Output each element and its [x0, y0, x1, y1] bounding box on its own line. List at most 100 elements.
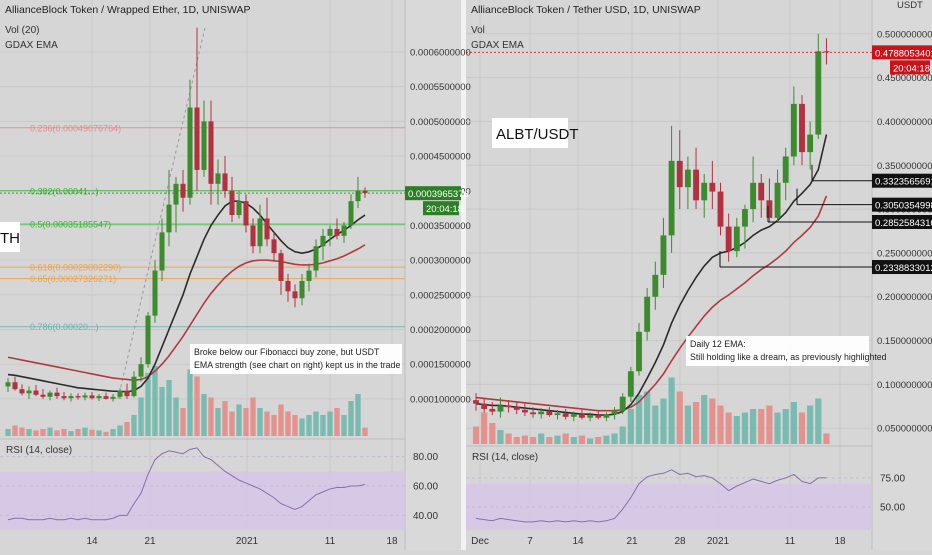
volume-bar	[124, 422, 130, 436]
volume-bar	[644, 391, 651, 444]
level-tag: 0.2338833012	[875, 263, 932, 274]
indicator-label: GDAX EMA	[5, 40, 58, 51]
y-tick-label: 0.0004500000	[410, 152, 471, 163]
candle-body	[299, 280, 305, 299]
candle-body	[61, 396, 67, 399]
candle-body	[103, 396, 109, 399]
candle-body	[530, 412, 536, 415]
side-label: TH	[0, 230, 20, 247]
x-tick-label: 14	[86, 536, 98, 547]
annotation-line-2: EMA strength (see chart on right) kept u…	[194, 360, 400, 370]
candle-body	[250, 225, 256, 247]
volume-bar	[341, 415, 347, 436]
volume-bar	[194, 376, 200, 436]
candle-body	[82, 395, 88, 398]
current-price-tag-bg	[405, 186, 461, 201]
candle-body	[362, 190, 368, 194]
x-tick-label: 21	[144, 536, 156, 547]
volume-bar	[611, 433, 618, 444]
candle-body	[278, 253, 284, 281]
candle-body	[355, 190, 361, 202]
candle-body	[774, 182, 781, 218]
volume-bar	[684, 405, 691, 444]
volume-bar	[75, 429, 81, 436]
countdown-bg	[890, 60, 930, 75]
fib-level-label: 0.5(0.00035185547)	[30, 220, 111, 230]
volume-bar	[299, 418, 305, 436]
volume-bar	[725, 412, 732, 444]
y-tick-label: 0.0001500000	[410, 360, 471, 371]
y-tick-label: 0.0005000000	[410, 117, 471, 128]
indicator-label: GDAX EMA	[471, 40, 524, 51]
volume-bar	[790, 402, 797, 444]
countdown: 20:04:18	[893, 63, 930, 74]
candle-body	[603, 414, 610, 418]
volume-bar	[159, 387, 165, 436]
volume-bar	[61, 429, 67, 436]
volume-bar	[285, 411, 291, 436]
volume-bar	[701, 395, 708, 444]
volume-bar	[306, 415, 312, 436]
volume-bar	[521, 435, 528, 444]
candle-body	[243, 201, 249, 226]
volume-bar	[709, 398, 716, 444]
candle-body	[709, 182, 716, 192]
volume-bar	[313, 411, 319, 436]
annotation-box-2	[686, 336, 869, 366]
candle-body	[660, 235, 667, 275]
candle-body	[138, 364, 144, 377]
volume-bar	[538, 433, 545, 444]
candle-body	[187, 107, 193, 198]
current-price-tag: 0.0003965376	[408, 189, 469, 200]
x-tick-label: 2021	[236, 536, 259, 547]
candle-body	[790, 103, 797, 157]
volume-bar	[26, 429, 32, 436]
candle-body	[12, 382, 18, 390]
fib-level-label: 0.786(0.00020...)	[30, 322, 99, 332]
candle-body	[194, 107, 200, 170]
volume-bar	[327, 411, 333, 436]
y-tick-label: 0.2000000000	[877, 292, 932, 303]
rsi-label: RSI (14, close)	[6, 445, 72, 456]
volume-bar	[215, 408, 221, 436]
volume-bar	[271, 415, 277, 436]
volume-bar	[766, 405, 773, 444]
volume-bar	[554, 435, 561, 444]
volume-bar	[33, 430, 39, 436]
indicator-label: Vol (20)	[5, 25, 39, 36]
volume-bar	[5, 429, 11, 436]
volume-bar	[173, 397, 179, 436]
candle-body	[579, 414, 585, 418]
y-tick-label: 0.0001000000	[410, 394, 471, 405]
y-tick-label: 0.1500000000	[877, 336, 932, 347]
ema-slow-line	[7, 244, 366, 381]
candle-body	[823, 51, 830, 53]
candle-body	[117, 390, 123, 397]
volume-bar	[103, 431, 109, 436]
candle-body	[652, 274, 659, 297]
candle-body	[348, 201, 354, 226]
x-tick-label: 21	[626, 536, 638, 547]
x-tick-label: 11	[785, 536, 796, 547]
candle-body	[750, 182, 757, 210]
ema-slow-line	[475, 195, 828, 412]
candle-body	[75, 396, 81, 398]
volume-bar	[47, 427, 53, 436]
volume-bar	[668, 377, 675, 444]
candle-body	[215, 173, 221, 184]
candle-body	[758, 182, 765, 201]
candle-body	[627, 371, 634, 397]
fib-level-label: 0.65(0.00027326271)	[30, 274, 116, 284]
x-tick-label: 14	[572, 536, 584, 547]
volume-bar	[733, 416, 740, 444]
volume-bar	[117, 425, 123, 436]
candle-body	[521, 409, 528, 413]
fib-level-label: 0.236(0.00049076764)	[30, 123, 121, 133]
candle-body	[33, 390, 39, 395]
candle-body	[701, 182, 708, 201]
volume-bar	[348, 401, 354, 436]
ema-fast-line	[475, 134, 828, 416]
candle-body	[236, 201, 242, 216]
rsi-tick-label: 60.00	[413, 482, 438, 493]
panel-divider	[461, 0, 466, 550]
